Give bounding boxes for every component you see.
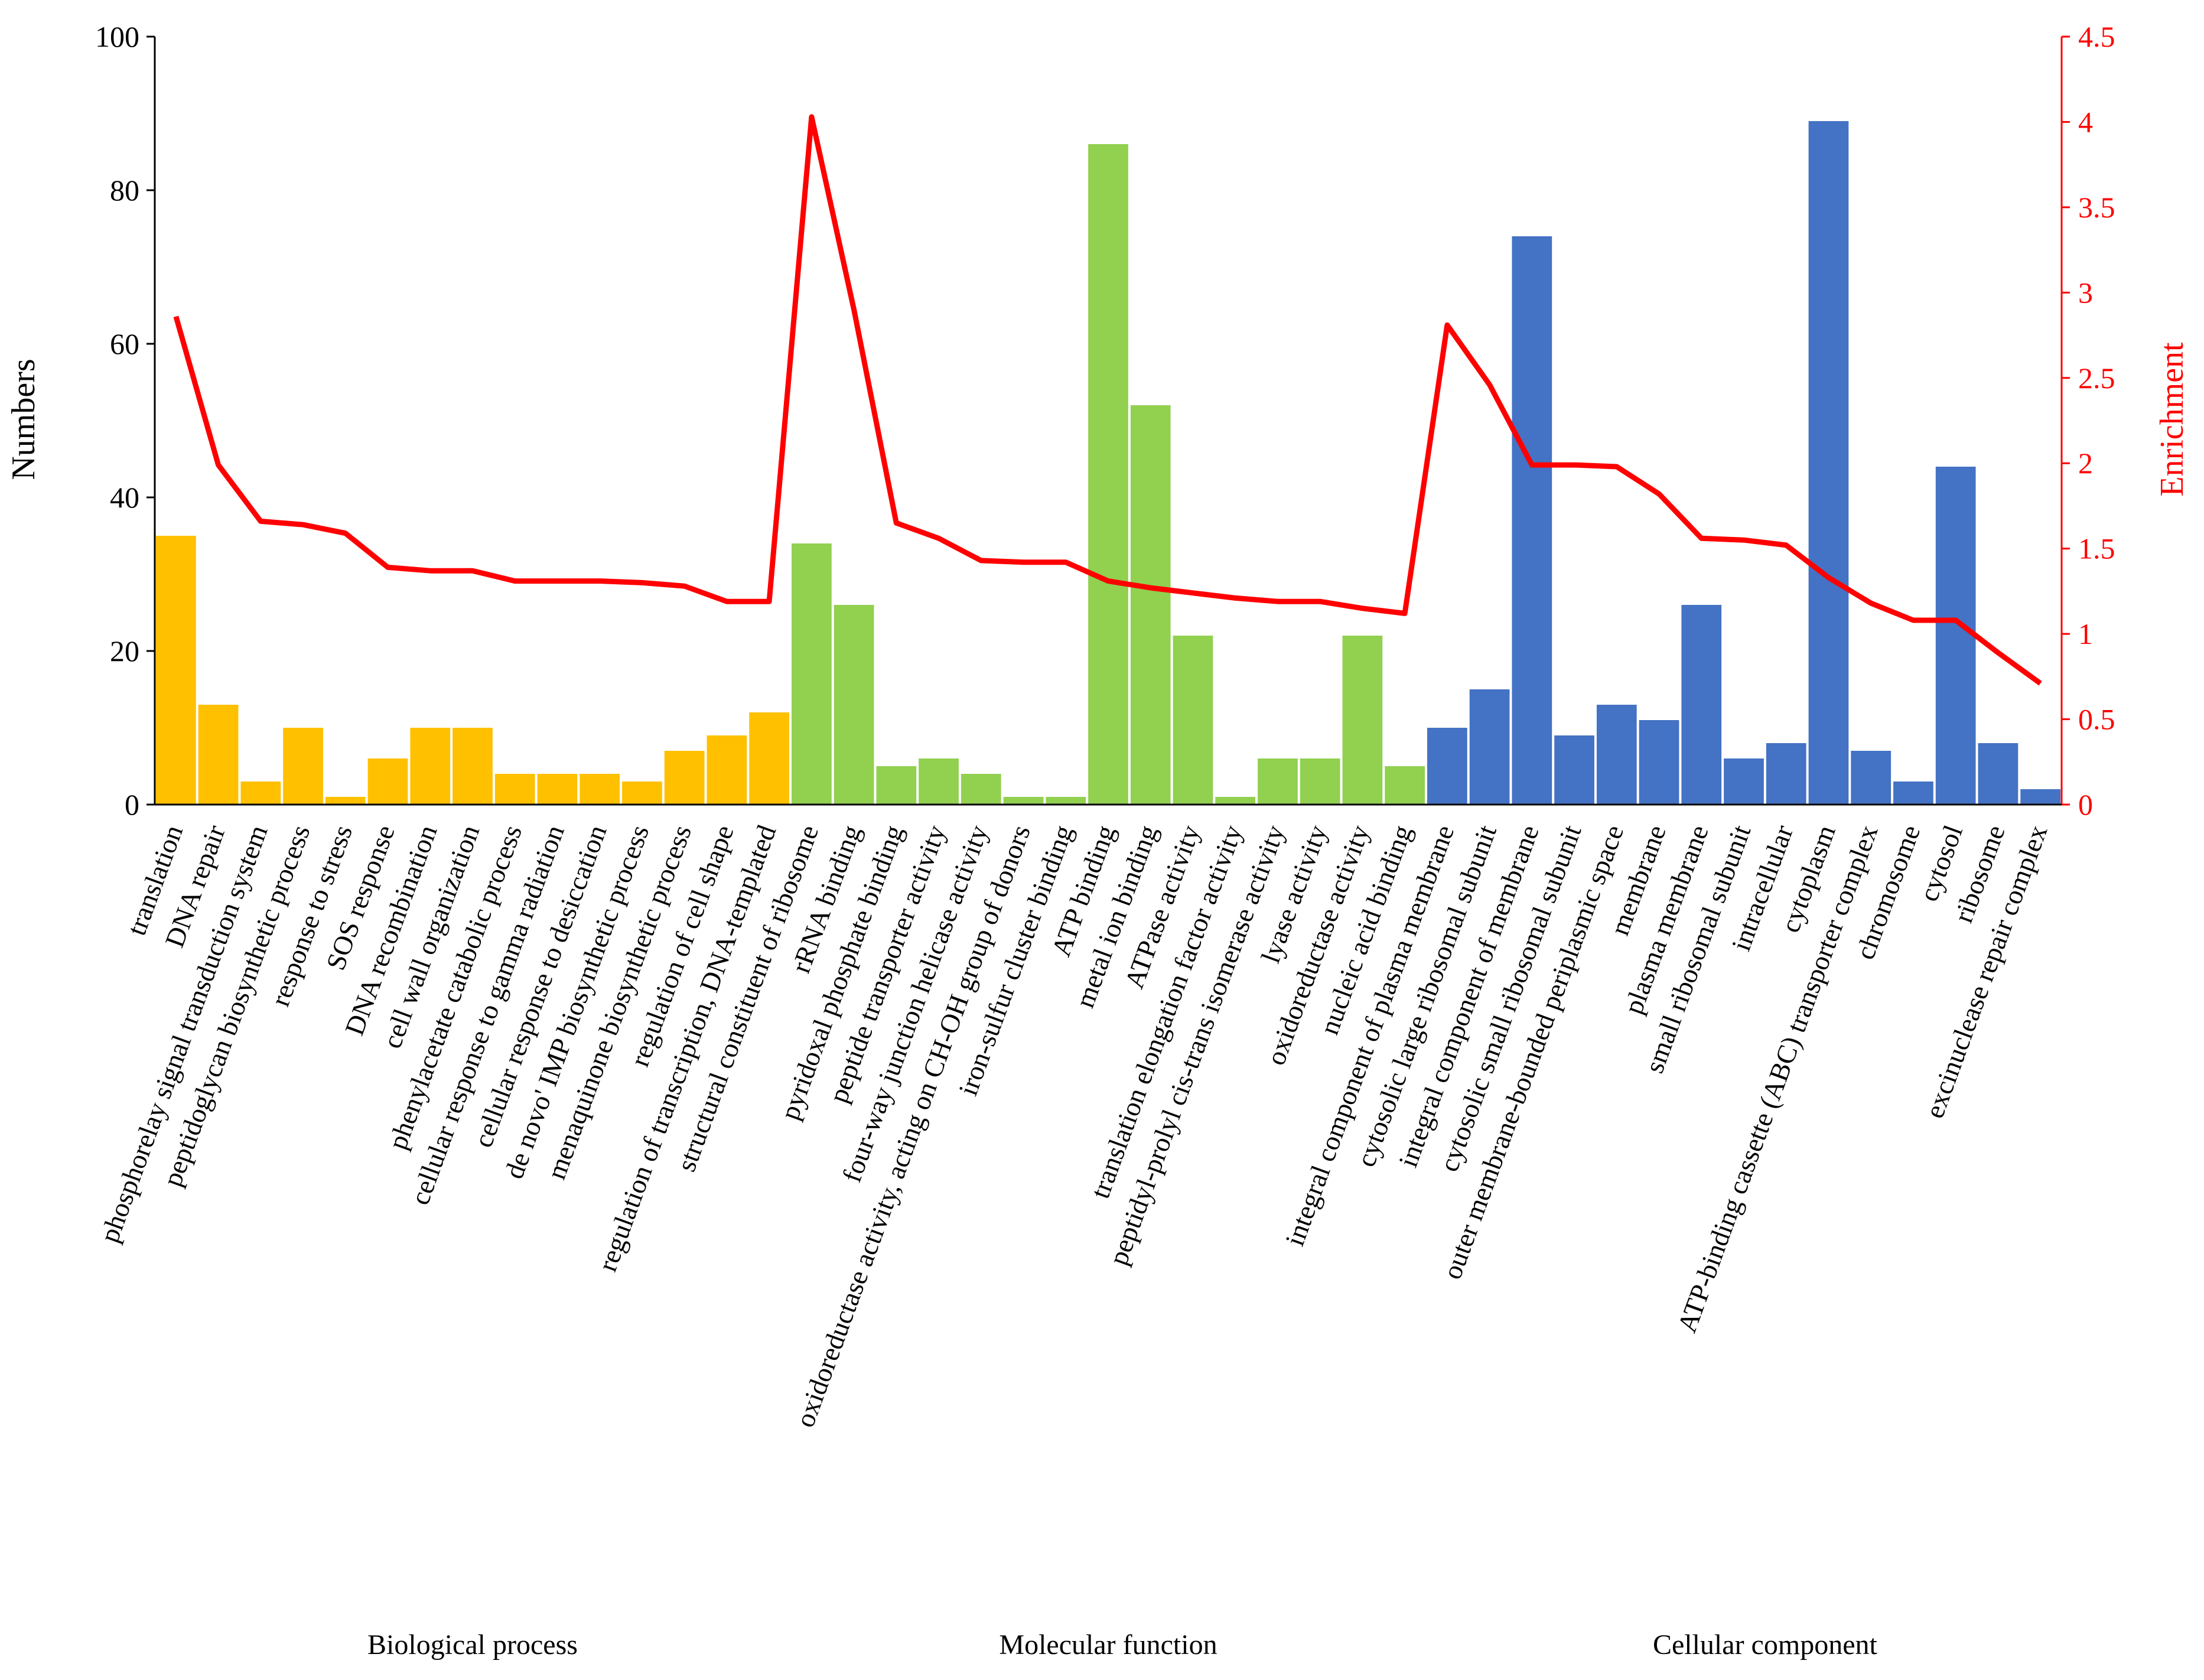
y-tick-label: 60 — [110, 327, 139, 360]
bar-13 — [664, 751, 705, 805]
bar-1 — [156, 536, 196, 805]
bar-23 — [1088, 144, 1128, 805]
bar-5 — [325, 797, 366, 805]
bar-20 — [961, 774, 1001, 805]
bar-36 — [1639, 720, 1679, 805]
group-label-2: Molecular function — [999, 1629, 1217, 1661]
bar-43 — [1935, 467, 1976, 805]
y-tick-label: 80 — [110, 174, 139, 207]
bar-14 — [707, 735, 747, 805]
bar-25 — [1173, 636, 1213, 805]
y2-tick-label: 1 — [2078, 617, 2093, 650]
y2-axis-title: Enrichment — [2154, 342, 2190, 497]
bar-22 — [1046, 797, 1086, 805]
bar-8 — [452, 728, 493, 805]
bar-17 — [834, 605, 874, 805]
bar-31 — [1427, 728, 1467, 805]
y2-tick-label: 3.5 — [2078, 191, 2115, 224]
bar-12 — [622, 782, 662, 805]
bar-34 — [1554, 735, 1594, 805]
bar-4 — [283, 728, 323, 805]
y-tick-label: 0 — [125, 788, 139, 821]
y2-tick-label: 3 — [2078, 276, 2093, 309]
group-labels: Biological process Molecular function Cell… — [367, 1629, 1877, 1661]
y2-tick-label: 2 — [2078, 447, 2093, 480]
y-tick-label: 40 — [110, 481, 139, 514]
bar-45 — [2020, 789, 2060, 805]
group-label-3: Cellular component — [1653, 1629, 1878, 1661]
bar-44 — [1978, 743, 2019, 805]
bar-39 — [1766, 743, 1806, 805]
bar-29 — [1342, 636, 1383, 805]
bar-3 — [240, 782, 281, 805]
bar-40 — [1808, 121, 1849, 805]
bar-series — [156, 121, 2060, 805]
bar-32 — [1469, 689, 1510, 805]
bar-7 — [410, 728, 451, 805]
bar-37 — [1681, 605, 1722, 805]
bar-30 — [1385, 766, 1425, 805]
enrichment-line — [173, 114, 2042, 686]
enrichment-series — [173, 114, 2042, 686]
y-tick-label: 100 — [95, 20, 139, 53]
axes: 0 20 40 60 80 100 0 0.5 1 1.5 2 2.5 3 3.5 4 4.5 — [95, 20, 2115, 821]
group-label-1: Biological process — [367, 1629, 578, 1661]
bar-41 — [1851, 751, 1892, 805]
bar-42 — [1893, 782, 1933, 805]
y2-tick-label: 0.5 — [2078, 703, 2115, 736]
bar-6 — [367, 758, 408, 805]
bar-21 — [1003, 797, 1044, 805]
y-axis-title: Numbers — [5, 359, 42, 480]
bar-10 — [537, 774, 578, 805]
bar-9 — [494, 774, 535, 805]
y2-tick-label: 0 — [2078, 788, 2093, 821]
y2-tick-label: 4.5 — [2078, 20, 2115, 53]
bar-28 — [1300, 758, 1340, 805]
bar-11 — [580, 774, 620, 805]
bar-15 — [749, 712, 789, 805]
y2-tick-label: 1.5 — [2078, 532, 2115, 565]
bar-24 — [1130, 405, 1171, 805]
bar-19 — [919, 758, 959, 805]
bar-27 — [1258, 758, 1298, 805]
bar-38 — [1724, 758, 1764, 805]
y-tick-label: 20 — [110, 634, 139, 668]
bar-35 — [1596, 705, 1637, 805]
bar-16 — [792, 543, 832, 805]
bar-18 — [876, 766, 917, 805]
y2-tick-label: 4 — [2078, 105, 2093, 138]
bar-26 — [1215, 797, 1256, 805]
y2-tick-label: 2.5 — [2078, 362, 2115, 395]
bar-33 — [1512, 236, 1552, 805]
bar-2 — [198, 705, 239, 805]
